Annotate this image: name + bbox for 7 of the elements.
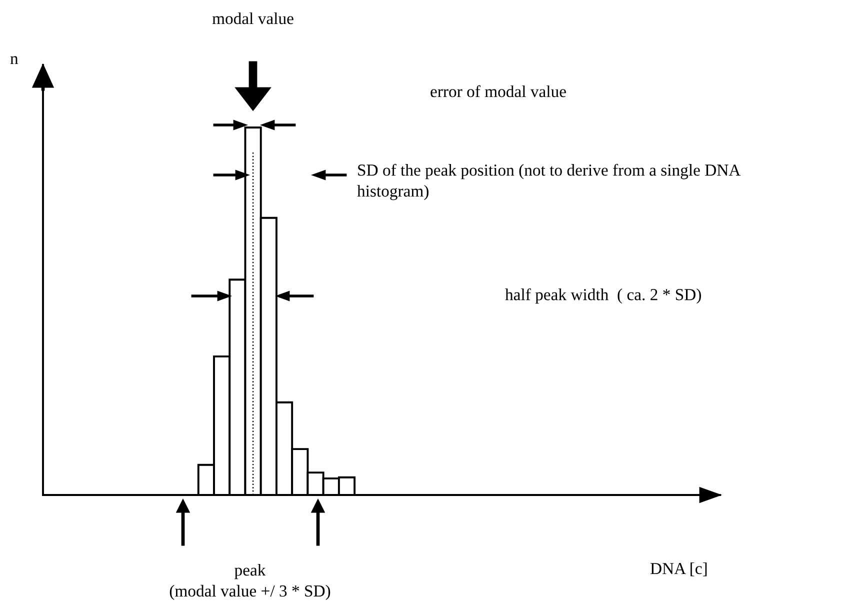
text: SD of the peak position (not to derive from a single DNA histogram) [357,164,741,200]
text: half peak width ( ca. 2 * SD) [505,288,701,304]
text: modal value [212,12,294,24]
text: peak (modal value +/ 3 * SD) [170,564,330,600]
text: error of modal value [430,85,566,98]
text: n [10,56,18,64]
text: DNA [c] [650,562,707,576]
